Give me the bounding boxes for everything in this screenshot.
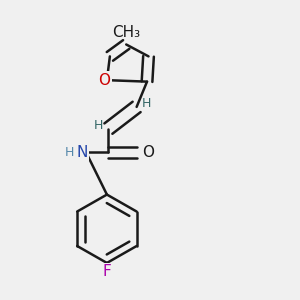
Text: O: O (98, 73, 110, 88)
Text: O: O (142, 145, 154, 160)
Text: H: H (141, 97, 151, 110)
Text: H: H (65, 146, 74, 159)
Text: F: F (103, 264, 111, 279)
Text: H: H (94, 118, 104, 131)
Text: N: N (76, 145, 88, 160)
Text: CH₃: CH₃ (112, 25, 140, 40)
